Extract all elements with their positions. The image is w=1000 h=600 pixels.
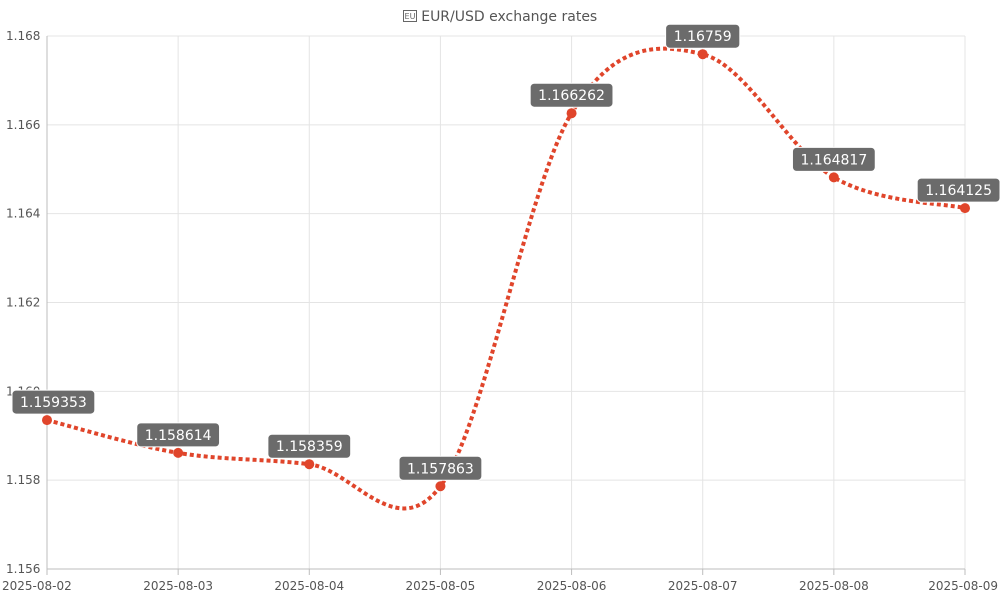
x-tick-label: 2025-08-08 xyxy=(799,579,869,593)
x-tick-label: 2025-08-02 xyxy=(2,579,72,593)
y-tick-label: 1.158 xyxy=(6,473,40,487)
data-point[interactable] xyxy=(828,172,839,183)
eu-flag-icon: EU xyxy=(402,9,421,25)
y-tick-label: 1.164 xyxy=(6,207,40,221)
axes: 1.1561.1581.1601.1621.1641.1661.1682025-… xyxy=(2,29,998,593)
data-point[interactable] xyxy=(173,447,184,458)
data-label-box xyxy=(11,389,96,415)
data-label-box xyxy=(529,82,614,108)
data-label-text: 1.158359 xyxy=(276,439,343,455)
data-label-box xyxy=(916,177,1000,203)
data-label-box xyxy=(136,422,221,448)
data-point[interactable] xyxy=(42,415,52,426)
data-label-text: 1.157863 xyxy=(407,461,474,477)
data-label-box xyxy=(267,433,352,459)
data-label-box xyxy=(398,455,483,481)
data-label-text: 1.164817 xyxy=(800,152,867,168)
x-tick-label: 2025-08-03 xyxy=(143,579,213,593)
data-label: 1.16759 xyxy=(665,23,741,49)
x-tick-label: 2025-08-04 xyxy=(274,579,344,593)
x-tick-label: 2025-08-06 xyxy=(537,579,607,593)
data-point[interactable] xyxy=(566,108,577,119)
data-label: 1.166262 xyxy=(529,82,614,108)
data-label-text: 1.164125 xyxy=(925,183,992,199)
data-label: 1.159353 xyxy=(11,389,96,415)
data-label: 1.158359 xyxy=(267,433,352,459)
series-line xyxy=(46,46,966,511)
x-tick-label: 2025-08-09 xyxy=(928,579,998,593)
chart-title-text: EUR/USD exchange rates xyxy=(421,9,598,25)
y-tick-label: 1.166 xyxy=(6,118,40,132)
x-tick-label: 2025-08-07 xyxy=(668,579,738,593)
y-tick-label: 1.168 xyxy=(6,29,40,43)
data-label: 1.157863 xyxy=(398,455,483,481)
data-point[interactable] xyxy=(697,49,708,60)
data-point[interactable] xyxy=(435,481,446,492)
x-tick-label: 2025-08-05 xyxy=(406,579,476,593)
data-point[interactable] xyxy=(304,459,315,470)
y-tick-label: 1.156 xyxy=(6,562,40,576)
series-layer xyxy=(46,46,966,511)
data-label-text: 1.16759 xyxy=(674,29,732,45)
y-tick-label: 1.162 xyxy=(6,296,40,310)
data-label-text: 1.159353 xyxy=(20,395,87,411)
data-label: 1.164125 xyxy=(916,177,1000,203)
svg-text:EU: EU xyxy=(404,12,415,21)
data-label: 1.158614 xyxy=(136,422,221,448)
data-label: 1.164817 xyxy=(791,146,876,172)
data-label-text: 1.158614 xyxy=(145,428,212,444)
data-label-box xyxy=(665,23,741,49)
data-point[interactable] xyxy=(960,203,970,214)
chart-title: EU EUR/USD exchange rates xyxy=(0,9,1000,25)
data-labels-layer: 1.159353 1.158614 1.158359 1.157863 1.166262… xyxy=(11,23,1000,481)
data-label-box xyxy=(791,146,876,172)
data-label-text: 1.166262 xyxy=(538,88,605,104)
points-layer xyxy=(42,49,970,492)
